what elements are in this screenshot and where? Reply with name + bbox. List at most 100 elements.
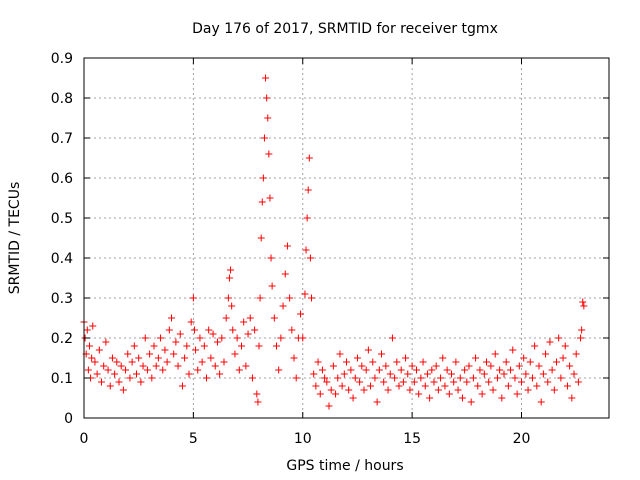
data-point [325,402,333,410]
data-point [207,354,215,362]
data-point [395,382,403,390]
data-point [511,374,519,382]
data-point [89,322,97,330]
data-point [448,370,455,378]
data-point [419,358,427,366]
data-point [277,334,285,342]
data-point [439,354,447,362]
data-point [428,366,436,374]
y-tick-label: 0.4 [51,251,73,267]
data-point [478,390,486,398]
data-point [231,350,239,358]
data-point [410,378,418,386]
data-point [343,358,350,366]
data-point [130,342,138,350]
data-point [259,174,267,182]
data-point [174,362,182,370]
data-point [380,378,388,386]
data-point [229,326,237,334]
data-point [566,362,574,370]
data-point [265,150,273,158]
data-point [323,378,331,386]
data-point [290,354,298,362]
data-point [128,358,136,366]
data-point [318,366,326,374]
data-point [126,374,134,382]
data-points [80,74,588,410]
data-point [178,382,186,390]
data-point [345,386,353,394]
data-point [275,366,283,374]
data-point [469,374,477,382]
data-point [170,350,178,358]
data-point [213,338,221,346]
data-point [146,350,154,358]
data-point [353,354,361,362]
y-tick-label: 0.3 [51,291,73,307]
data-point [192,346,200,354]
data-point [458,394,466,402]
data-point [375,366,383,374]
axis-ticks: 0 5 10 15 20 0 0.1 0.2 0.3 0.4 0.5 0.6 0.7 0.8 0.9 [51,51,609,447]
data-point [246,314,254,322]
data-point [535,362,543,370]
data-point [338,382,346,390]
data-point [531,342,539,350]
data-point [190,326,198,334]
data-point [347,366,355,374]
data-point [472,354,480,362]
data-point [489,386,497,394]
data-point [513,390,521,398]
data-point [358,362,366,370]
data-point [578,326,586,334]
data-point [480,370,488,378]
data-point [454,386,462,394]
y-tick-label: 0.9 [51,51,73,67]
x-tick-label: 15 [403,431,421,447]
data-point [524,386,532,394]
data-point [408,362,416,370]
data-point [364,346,372,354]
x-tick-label: 10 [294,431,312,447]
data-point [108,354,116,362]
data-point [555,334,563,342]
data-point [441,382,449,390]
data-point [122,366,130,374]
data-point [356,378,364,386]
data-point [476,366,484,374]
data-point [362,366,370,374]
data-point [273,342,280,350]
x-tick-label: 20 [513,431,531,447]
y-axis-title: SRMTID / TECUs [7,182,23,295]
data-point [106,382,114,390]
data-point [502,358,510,366]
data-point [568,394,576,402]
data-point [382,362,390,370]
y-tick-label: 0.6 [51,171,73,187]
y-tick-label: 0.8 [51,91,73,107]
data-point [157,334,165,342]
data-point [485,378,493,386]
data-point [135,354,143,362]
data-point [496,366,504,374]
data-point [474,382,482,390]
data-point [267,254,275,262]
data-point [279,302,287,310]
data-point [253,390,261,398]
data-point [218,334,226,342]
data-point [518,378,525,386]
data-point [399,378,407,386]
data-point [415,390,423,398]
data-point [141,334,149,342]
data-point [189,294,197,302]
data-point [211,362,219,370]
data-point [430,378,438,386]
data-point [391,374,399,382]
data-point [528,374,536,382]
data-point [281,270,289,278]
data-point [491,350,499,358]
data-point [327,386,335,394]
data-point [404,370,412,378]
data-point [467,398,475,406]
data-point [244,330,252,338]
